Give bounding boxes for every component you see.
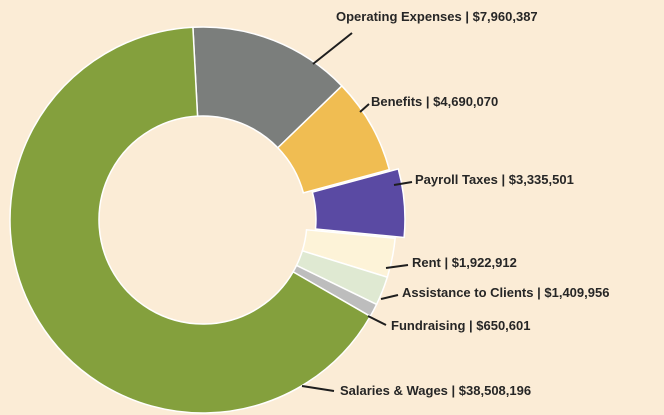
leader-line xyxy=(359,103,370,113)
category-label: Salaries & Wages xyxy=(340,383,448,398)
label-separator: | xyxy=(462,9,473,24)
value-label: $1,409,956 xyxy=(544,285,609,300)
value-label: $1,922,912 xyxy=(452,255,517,270)
donut-slice xyxy=(9,26,372,414)
slice-label: Assistance to Clients | $1,409,956 xyxy=(402,285,609,300)
leader-line xyxy=(385,264,409,269)
category-label: Fundraising xyxy=(391,318,465,333)
label-separator: | xyxy=(498,172,509,187)
label-separator: | xyxy=(448,383,459,398)
value-label: $3,335,501 xyxy=(509,172,574,187)
label-separator: | xyxy=(441,255,452,270)
category-label: Assistance to Clients xyxy=(402,285,534,300)
slice-label: Salaries & Wages | $38,508,196 xyxy=(340,383,531,398)
leader-line xyxy=(367,315,387,326)
leader-line xyxy=(380,294,399,300)
label-separator: | xyxy=(465,318,476,333)
value-label: $38,508,196 xyxy=(459,383,531,398)
slice-label: Benefits | $4,690,070 xyxy=(371,94,498,109)
category-label: Benefits xyxy=(371,94,422,109)
value-label: $4,690,070 xyxy=(433,94,498,109)
donut-slice xyxy=(311,167,406,239)
slice-label: Fundraising | $650,601 xyxy=(391,318,531,333)
label-separator: | xyxy=(534,285,545,300)
leader-line xyxy=(393,181,413,186)
slice-label: Operating Expenses | $7,960,387 xyxy=(336,9,538,24)
category-label: Operating Expenses xyxy=(336,9,462,24)
donut-slice xyxy=(276,84,391,194)
category-label: Rent xyxy=(412,255,442,270)
slice-label: Rent | $1,922,912 xyxy=(412,255,517,270)
value-label: $650,601 xyxy=(476,318,530,333)
slice-label: Payroll Taxes | $3,335,501 xyxy=(415,172,574,187)
value-label: $7,960,387 xyxy=(473,9,538,24)
label-separator: | xyxy=(422,94,433,109)
leader-line xyxy=(301,385,335,392)
leader-line xyxy=(312,32,353,65)
category-label: Payroll Taxes xyxy=(415,172,498,187)
